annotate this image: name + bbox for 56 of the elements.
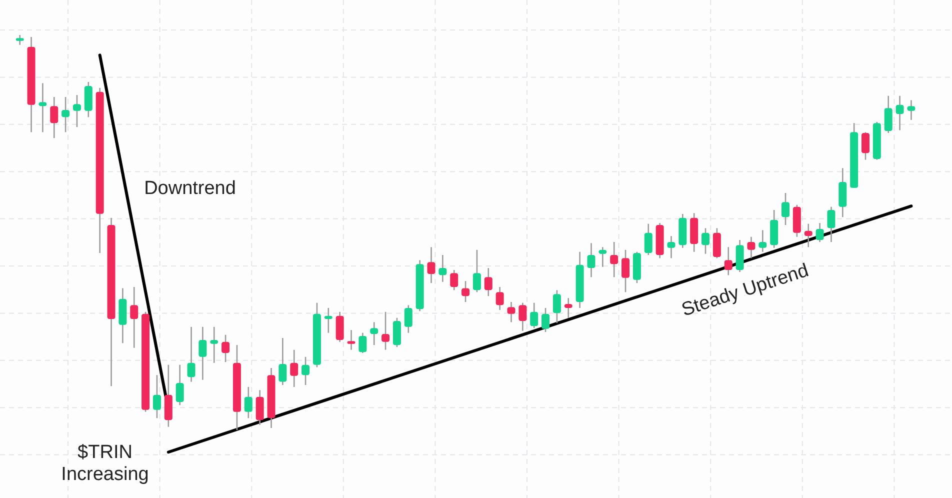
candlestick (278, 337, 287, 386)
candlestick (564, 297, 572, 318)
candlestick (290, 349, 298, 388)
candlestick (552, 290, 561, 324)
candlestick (427, 246, 436, 284)
annotation: Downtrend (144, 178, 236, 199)
candlestick (210, 326, 218, 364)
candlestick (587, 242, 596, 278)
candlestick (747, 236, 756, 259)
candlestick (816, 222, 824, 243)
candlestick (38, 82, 47, 133)
candlestick (438, 254, 447, 283)
candlestick (347, 329, 356, 350)
candlestick (370, 322, 378, 346)
candlestick (244, 386, 252, 419)
candlestick (302, 356, 310, 386)
candlestick (907, 100, 916, 121)
candlestick (724, 246, 732, 276)
candlestick (496, 286, 504, 311)
candlestick (884, 95, 892, 134)
candlestick (598, 246, 607, 268)
candlestick (404, 304, 412, 334)
candlestick (542, 307, 550, 333)
candlestick (130, 286, 138, 348)
candlestick (782, 192, 790, 226)
candlestick (507, 301, 516, 323)
candlestick (530, 302, 538, 329)
candlestick (382, 311, 390, 350)
candlestick (50, 96, 58, 139)
candlestick (644, 223, 652, 256)
candlestick (472, 249, 481, 293)
candlestick (450, 269, 458, 291)
text: $TRIN Increasing (61, 442, 149, 485)
candlestick (622, 249, 630, 293)
candlestick (222, 334, 230, 363)
candlestick (827, 206, 836, 243)
candlestick (187, 326, 196, 382)
candlestick (667, 235, 676, 259)
candlestick (484, 267, 492, 297)
candlestick (518, 302, 527, 332)
candlestick (896, 95, 904, 131)
candlestick (72, 94, 81, 128)
candlestick (16, 34, 24, 46)
candlestick (462, 280, 470, 303)
candlestick (198, 326, 207, 380)
candlestick (610, 241, 618, 278)
candlestick (804, 223, 812, 248)
candlestick (176, 364, 184, 406)
candlestick (152, 374, 161, 419)
candlestick (758, 229, 767, 253)
candlestick (358, 332, 367, 354)
candlestick (62, 96, 70, 133)
candlestick (324, 307, 332, 334)
candlestick (862, 132, 870, 160)
candlestick (256, 389, 264, 426)
candlestick (702, 228, 710, 254)
